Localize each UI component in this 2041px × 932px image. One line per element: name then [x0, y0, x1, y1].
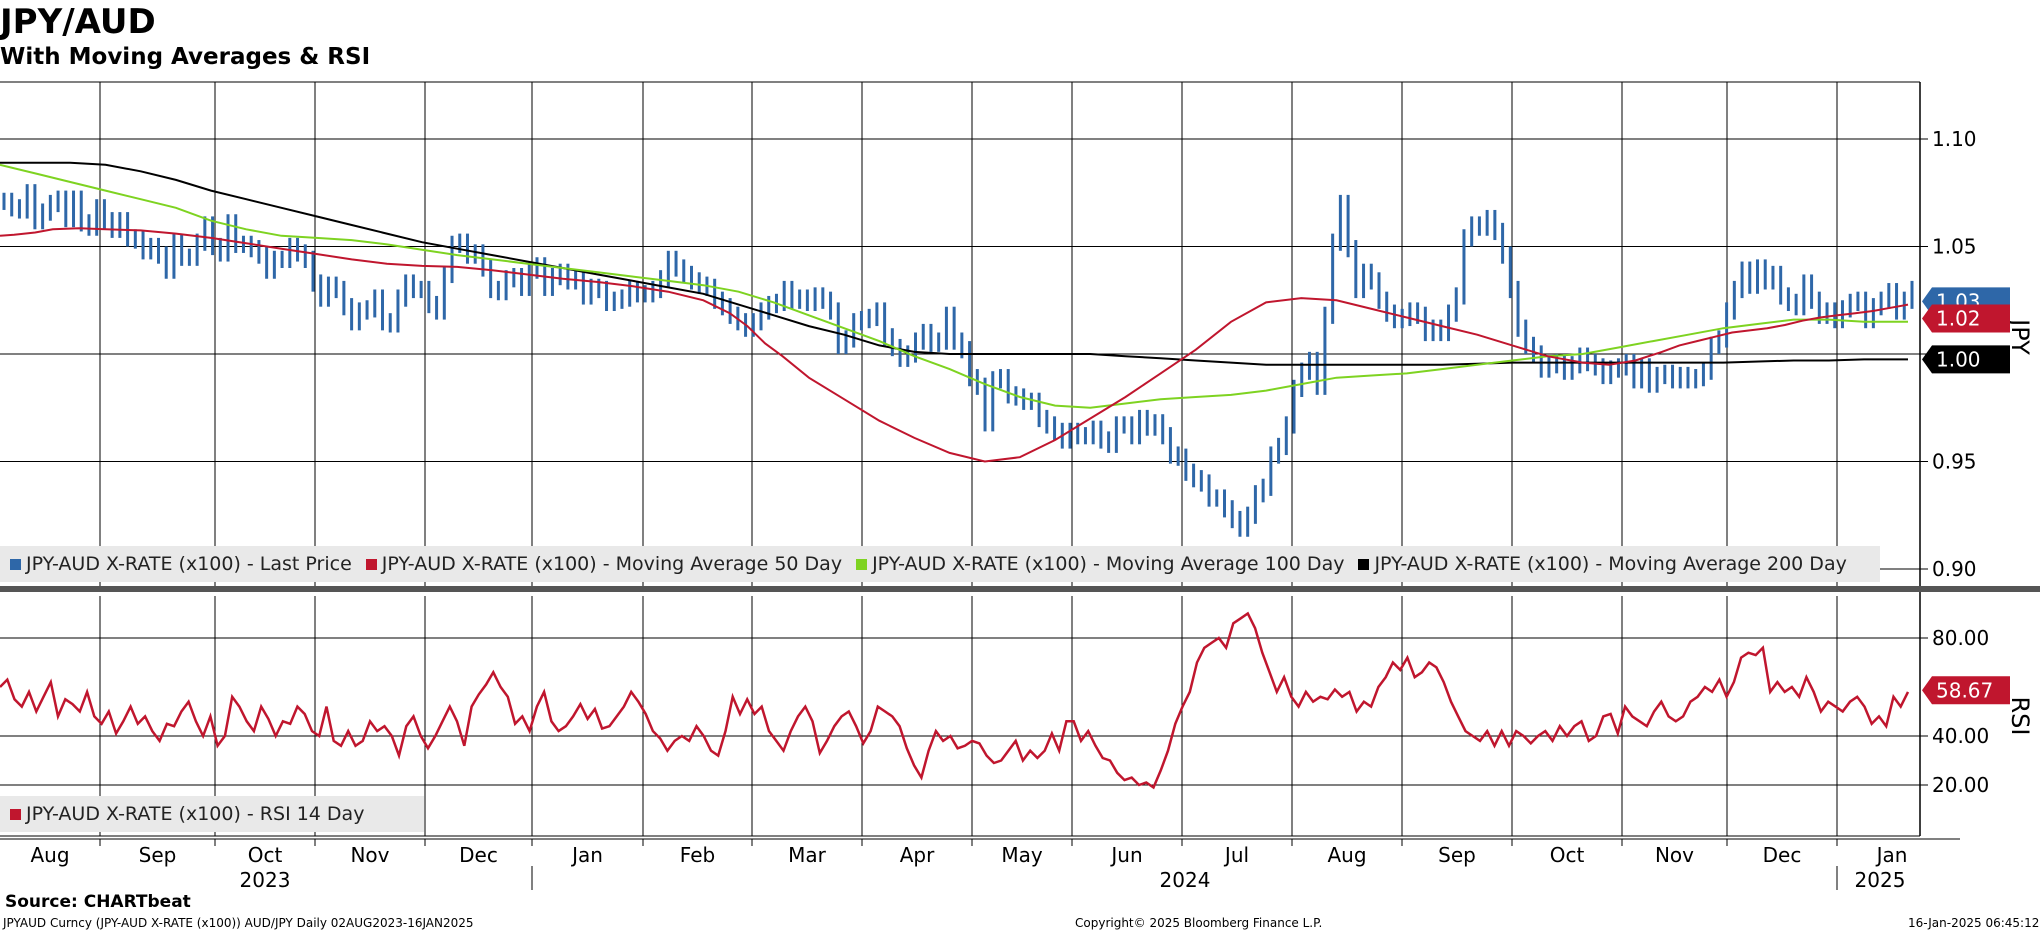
- rsi-y-tick-label: 40.00: [1932, 724, 1989, 748]
- price-y-tick-label: 0.90: [1932, 557, 1977, 581]
- legend-swatch: [365, 558, 377, 570]
- price-y-tick-label: 1.10: [1932, 127, 1977, 151]
- price-y-tick-label: 0.95: [1932, 450, 1977, 474]
- rsi-y-tick-label: 80.00: [1932, 626, 1989, 650]
- value-tag-shape: [1922, 304, 2010, 333]
- legend-item-last-price[interactable]: JPY-AUD X-RATE (x100) - Last Price: [10, 553, 352, 575]
- footer-copyright: Copyright© 2025 Bloomberg Finance L.P.: [1075, 916, 1323, 930]
- panel-divider: [0, 586, 2040, 592]
- legend-label: JPY-AUD X-RATE (x100) - Moving Average 1…: [872, 553, 1345, 575]
- x-month-label: Oct: [1550, 843, 1585, 867]
- x-month-label: Jun: [1109, 843, 1142, 867]
- ma50-line: [0, 227, 1909, 463]
- value-tag-text: 58.67: [1936, 678, 1993, 702]
- x-month-label: Aug: [1327, 843, 1366, 867]
- value-tag-shape: [1922, 345, 2010, 374]
- rsi-axis-title: RSI: [2006, 697, 2034, 736]
- legend-swatch: [10, 558, 21, 570]
- x-month-label: Dec: [1763, 843, 1802, 867]
- rsi-tag: 58.67: [1922, 676, 2010, 705]
- rsi-y-tick-label: 20.00: [1932, 773, 1989, 797]
- x-month-label: Mar: [788, 843, 827, 867]
- x-month-label: Dec: [459, 843, 498, 867]
- legend-swatch: [856, 558, 868, 570]
- x-month-label: Jan: [570, 843, 603, 867]
- legend-label: JPY-AUD X-RATE (x100) - Moving Average 2…: [1374, 553, 1847, 575]
- footer-ticker-info: JPYAUD Curncy (JPY-AUD X-RATE (x100)) AU…: [3, 916, 474, 930]
- x-month-label: Sep: [139, 843, 177, 867]
- value-tag-shape: [1922, 676, 2010, 705]
- price-y-tick-label: 1.05: [1932, 235, 1977, 259]
- source-label: Source: CHARTbeat: [5, 892, 191, 912]
- legend-item-ma200[interactable]: JPY-AUD X-RATE (x100) - Moving Average 2…: [1358, 553, 1847, 575]
- x-month-label: Nov: [1655, 843, 1694, 867]
- price-axis-title: JPY: [2006, 317, 2034, 355]
- legend-label: JPY-AUD X-RATE (x100) - Moving Average 5…: [381, 553, 843, 575]
- value-tag-text: 1.00: [1936, 347, 1981, 371]
- ma200-tag: 1.00: [1922, 345, 2010, 374]
- chart-subtitle: With Moving Averages & RSI: [0, 44, 371, 70]
- legend-label: JPY-AUD X-RATE (x100) - Last Price: [26, 553, 352, 575]
- legend-item-ma50[interactable]: JPY-AUD X-RATE (x100) - Moving Average 5…: [365, 553, 843, 575]
- price-legend: JPY-AUD X-RATE (x100) - Last Price JPY-A…: [0, 546, 1880, 582]
- x-month-label: Apr: [900, 843, 935, 867]
- x-month-label: Jan: [1875, 843, 1908, 867]
- x-month-label: Sep: [1438, 843, 1476, 867]
- x-month-label: May: [1001, 843, 1043, 867]
- footer-timestamp: 16-Jan-2025 06:45:12: [1908, 916, 2040, 930]
- legend-swatch: [10, 808, 21, 820]
- x-year-label: 2023: [240, 868, 291, 892]
- rsi-legend: JPY-AUD X-RATE (x100) - RSI 14 Day: [0, 796, 424, 832]
- ma50-tag: 1.02: [1922, 304, 2010, 333]
- chart-title: JPY/AUD: [0, 2, 156, 42]
- x-year-label: 2025: [1855, 868, 1906, 892]
- x-month-label: Jul: [1223, 843, 1249, 867]
- rsi-line: [0, 611, 1910, 790]
- legend-label: JPY-AUD X-RATE (x100) - RSI 14 Day: [26, 803, 365, 825]
- x-month-label: Nov: [350, 843, 389, 867]
- value-tag-text: 1.02: [1936, 307, 1981, 331]
- legend-item-ma100[interactable]: JPY-AUD X-RATE (x100) - Moving Average 1…: [856, 553, 1344, 575]
- x-month-label: Oct: [248, 843, 283, 867]
- legend-item-rsi[interactable]: JPY-AUD X-RATE (x100) - RSI 14 Day: [10, 803, 364, 825]
- x-year-label: 2024: [1160, 868, 1211, 892]
- x-month-label: Feb: [680, 843, 715, 867]
- legend-swatch: [1358, 558, 1370, 570]
- ma100-line: [0, 163, 1908, 409]
- x-month-label: Aug: [30, 843, 69, 867]
